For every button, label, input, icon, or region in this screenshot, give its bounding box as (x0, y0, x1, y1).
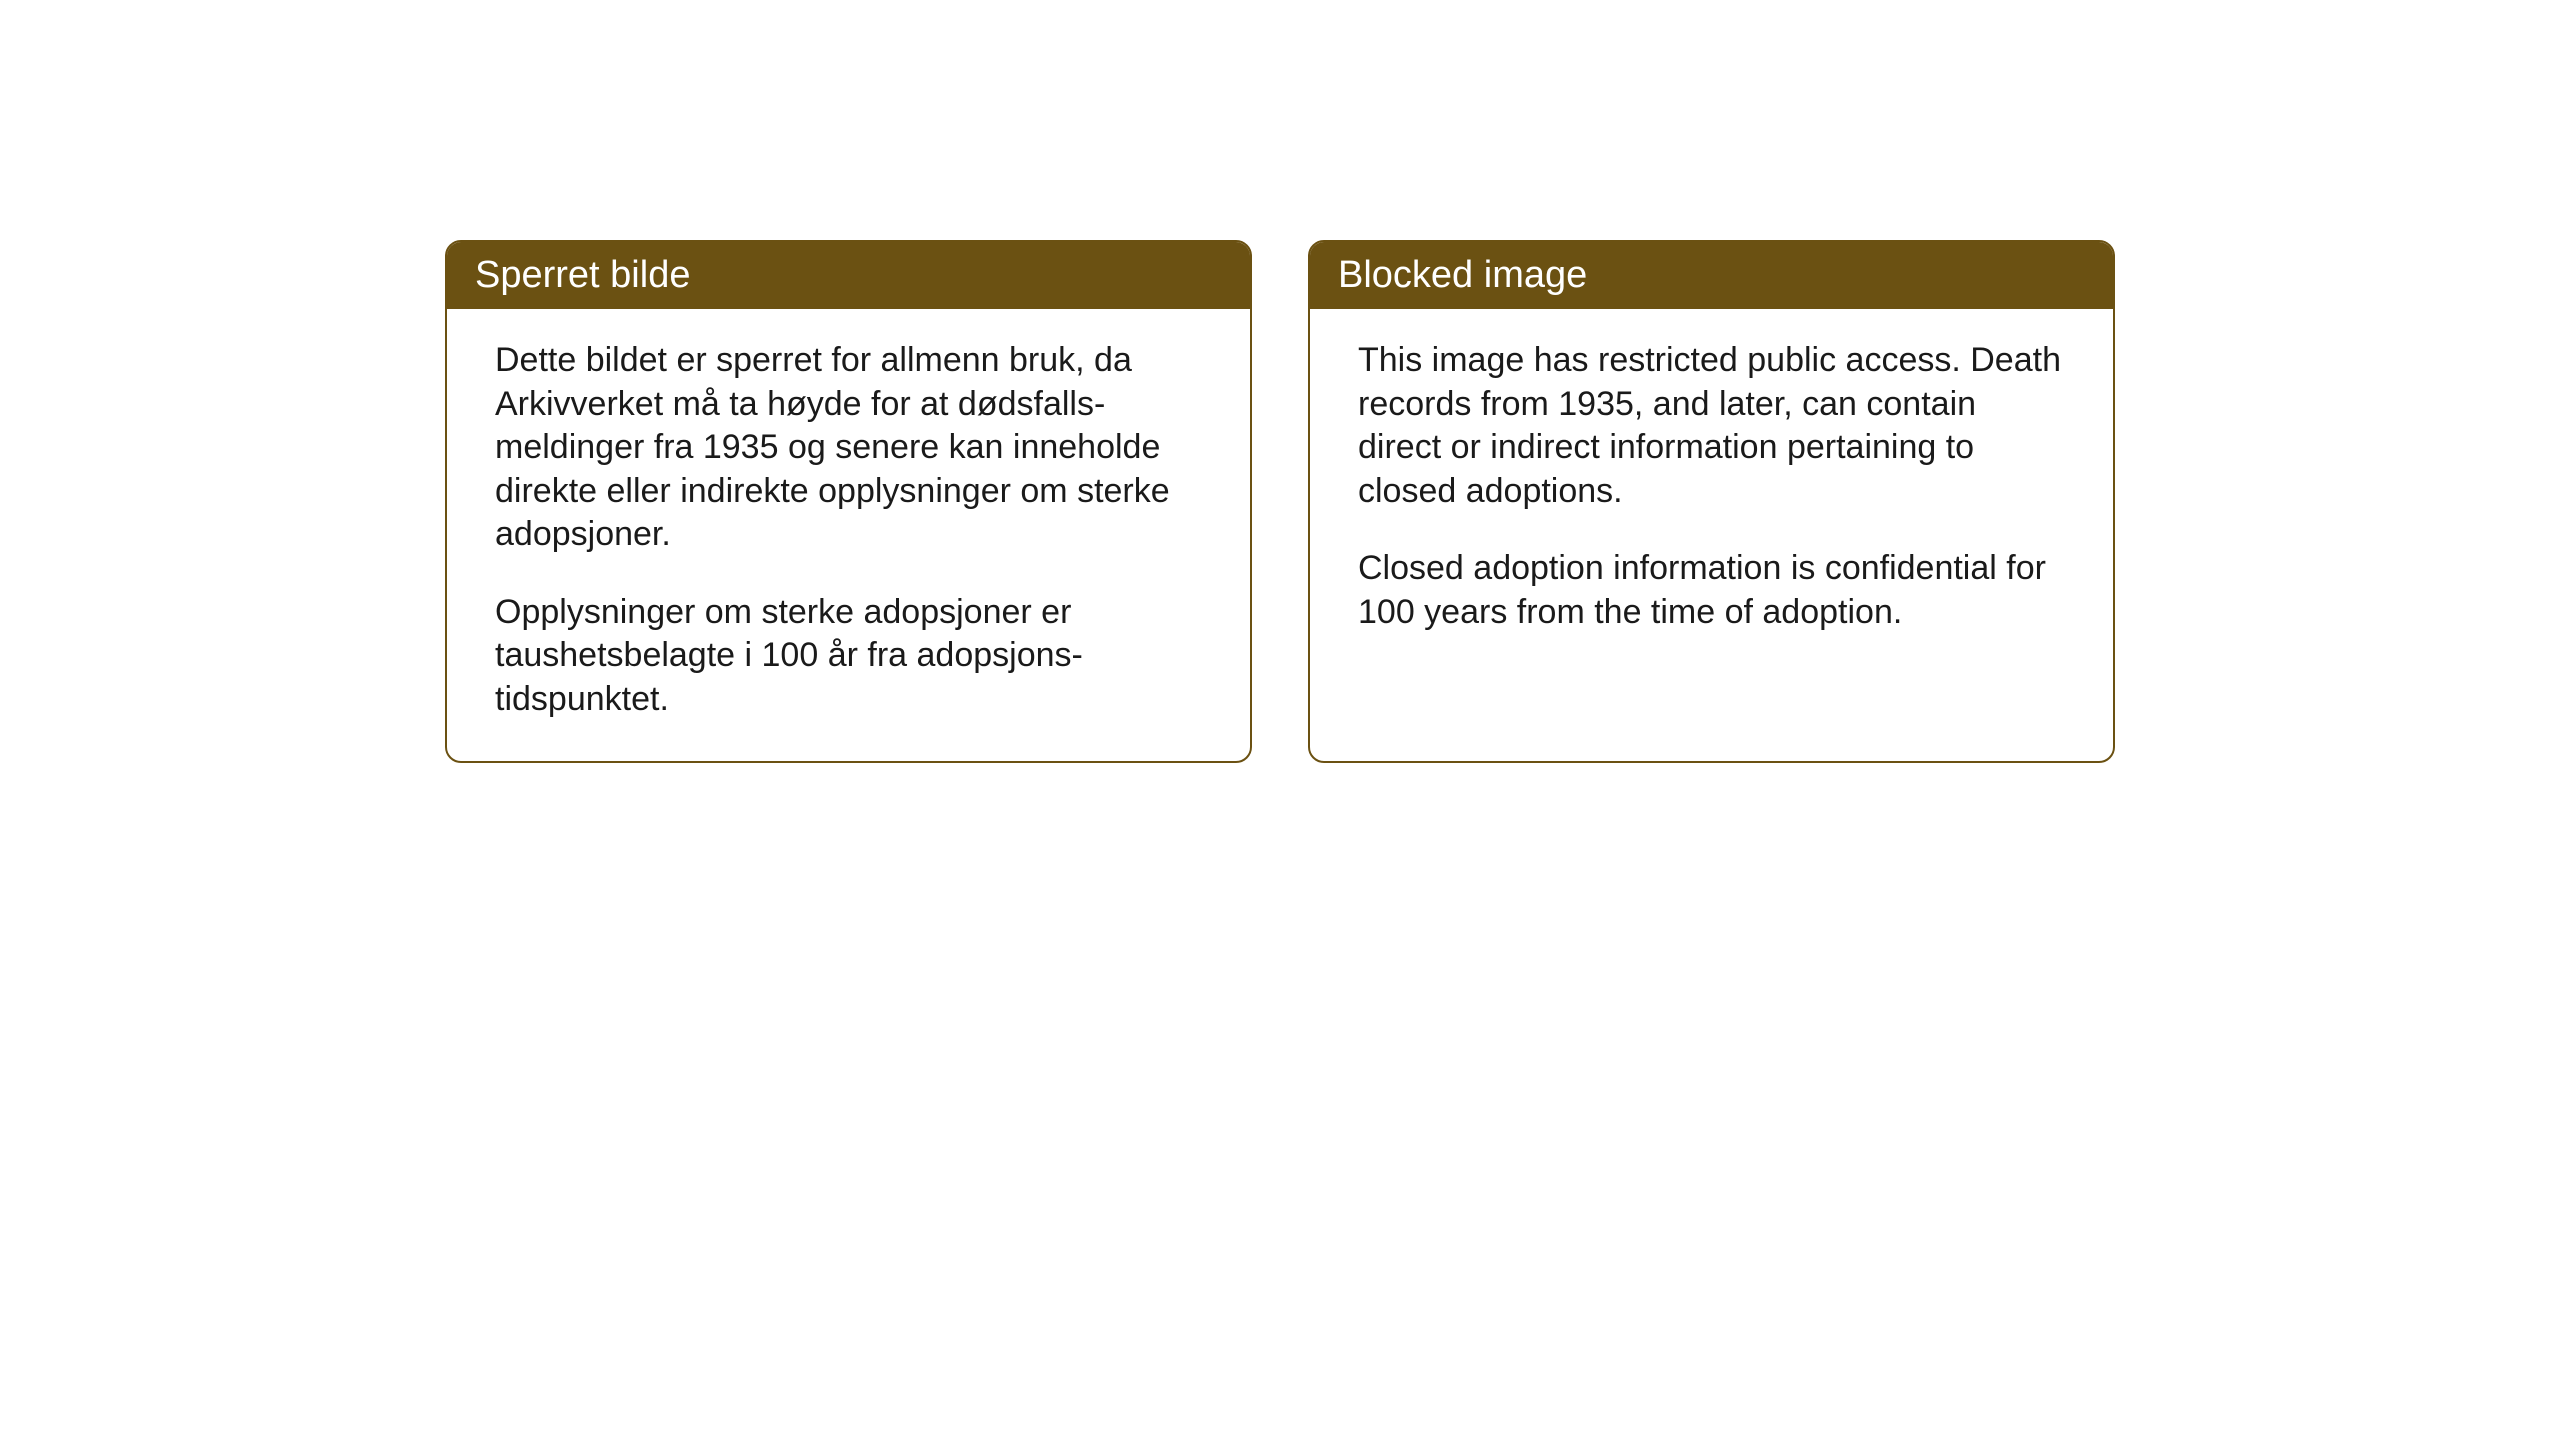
notice-card-norwegian: Sperret bilde Dette bildet er sperret fo… (445, 240, 1252, 763)
card-paragraph: Opplysninger om sterke adopsjoner er tau… (495, 591, 1202, 722)
card-title: Blocked image (1338, 254, 1587, 296)
card-body-norwegian: Dette bildet er sperret for allmenn bruk… (447, 309, 1250, 761)
card-paragraph: Closed adoption information is confident… (1358, 547, 2065, 634)
card-paragraph: Dette bildet er sperret for allmenn bruk… (495, 339, 1202, 557)
card-header-norwegian: Sperret bilde (447, 242, 1250, 309)
card-paragraph: This image has restricted public access.… (1358, 339, 2065, 513)
card-title: Sperret bilde (475, 254, 690, 296)
card-body-english: This image has restricted public access.… (1310, 309, 2113, 729)
notice-container: Sperret bilde Dette bildet er sperret fo… (445, 240, 2115, 763)
card-header-english: Blocked image (1310, 242, 2113, 309)
notice-card-english: Blocked image This image has restricted … (1308, 240, 2115, 763)
